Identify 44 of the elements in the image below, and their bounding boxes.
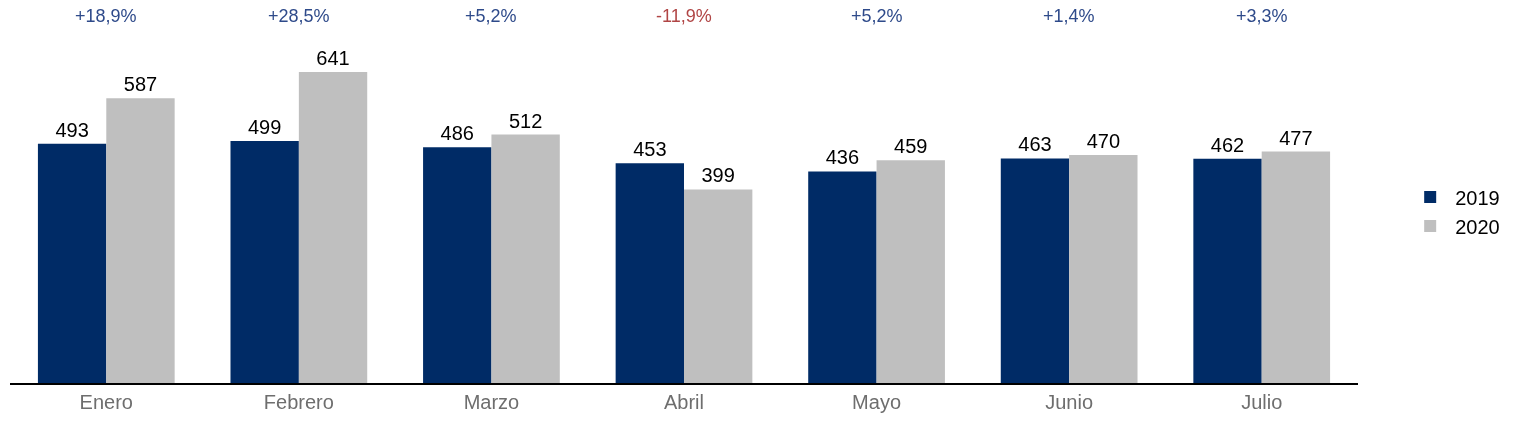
bar	[1261, 151, 1331, 383]
bar	[1193, 158, 1262, 383]
bar	[491, 134, 560, 383]
data-label: 462	[1210, 133, 1245, 156]
text: +1,4%	[1043, 6, 1095, 26]
data-label: 459	[894, 135, 928, 158]
x-tick-label: Mayo	[852, 391, 902, 413]
x-tick-label: Julio	[1241, 391, 1283, 413]
bar	[808, 171, 877, 383]
data-label: 486	[440, 122, 474, 145]
data-label: 499	[247, 115, 282, 138]
text: +5,2%	[465, 6, 517, 26]
bar	[615, 163, 684, 383]
text: +28,5%	[268, 6, 330, 26]
legend-label: 2020	[1455, 215, 1500, 238]
bar	[876, 160, 945, 383]
bar	[1000, 158, 1070, 383]
text: +5,2%	[851, 6, 903, 26]
data-label: 463	[1018, 133, 1052, 156]
data-label: 399	[701, 164, 735, 187]
data-label: 587	[123, 73, 158, 96]
data-label: 641	[316, 47, 350, 70]
x-tick-label: Abril	[663, 391, 705, 413]
bar	[423, 147, 492, 383]
data-label: 453	[633, 138, 667, 161]
legend-label: 2019	[1455, 186, 1500, 209]
bar	[106, 98, 175, 383]
text: -11,9%	[656, 6, 712, 26]
bar	[230, 140, 299, 383]
x-tick-label: Enero	[79, 391, 133, 413]
x-tick-label: Marzo	[463, 391, 520, 413]
x-tick-label: Febrero	[263, 391, 334, 413]
text: +3,3%	[1236, 6, 1288, 26]
bar	[1069, 154, 1138, 383]
bar	[684, 189, 753, 383]
data-label: 512	[508, 109, 543, 132]
bar	[298, 72, 368, 383]
data-label: 436	[825, 146, 860, 169]
data-label: 470	[1086, 129, 1121, 152]
text: +18,9%	[75, 6, 137, 26]
data-label: 477	[1279, 126, 1313, 149]
bar	[37, 143, 107, 383]
x-tick-label: Junio	[1045, 391, 1094, 413]
data-label: 493	[55, 118, 89, 141]
